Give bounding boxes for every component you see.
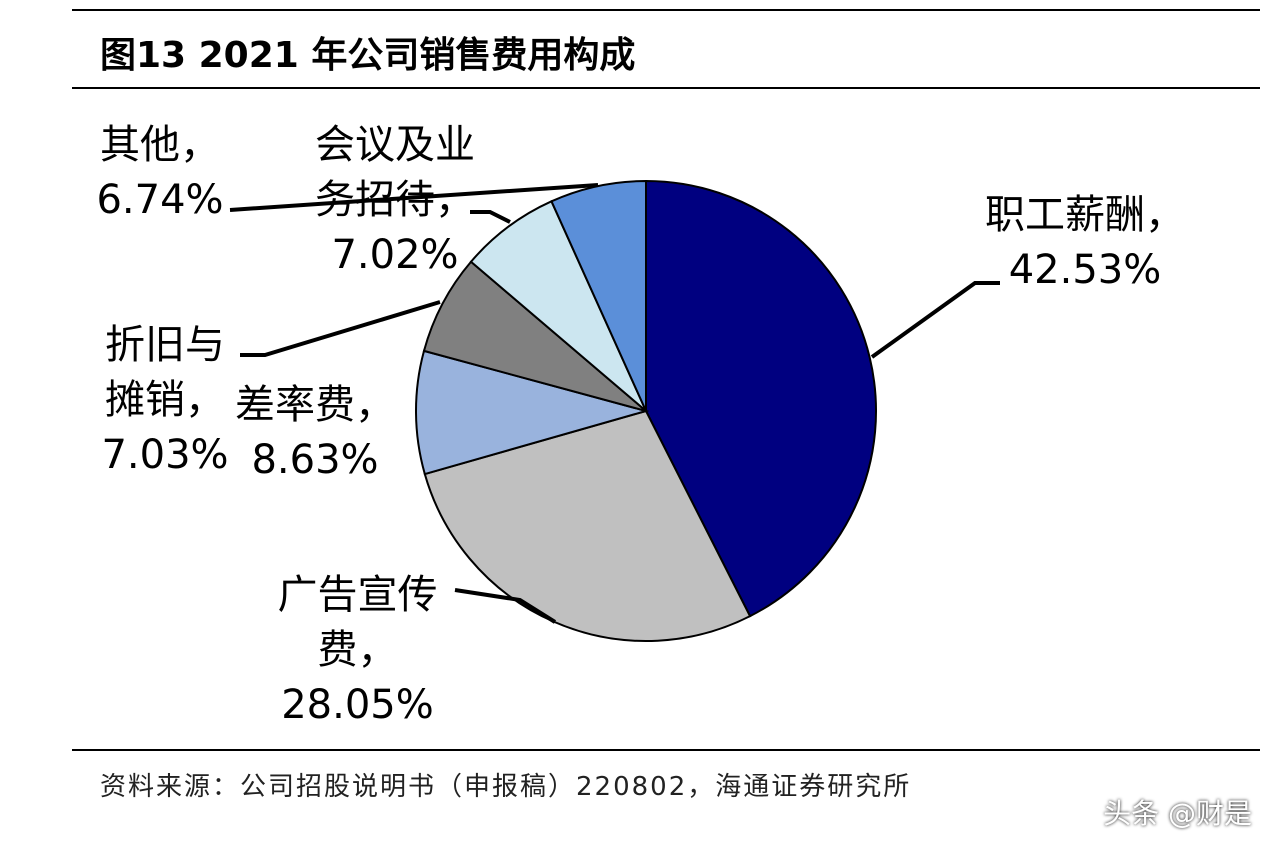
category-label: 广告宣传费， bbox=[277, 572, 438, 673]
value-label: 7.02% bbox=[331, 232, 459, 278]
value-label: 7.03% bbox=[101, 432, 229, 478]
category-label: 会议及业务招待， bbox=[315, 122, 475, 223]
category-label: 职工薪酬， bbox=[985, 192, 1185, 238]
source-note: 资料来源：公司招股说明书（申报稿）220802，海通证券研究所 bbox=[100, 772, 912, 802]
slice-label: 广告宣传费， 28.05% bbox=[265, 568, 450, 733]
pie-slice bbox=[422, 260, 647, 412]
pie-slice bbox=[469, 199, 647, 412]
slice-label: 差率费， 8.63% bbox=[225, 378, 405, 488]
leader-line bbox=[240, 300, 441, 357]
leaders bbox=[229, 183, 1000, 624]
watermark: 头条 @财是 bbox=[1103, 797, 1252, 830]
slice-label: 其他， 6.74% bbox=[70, 118, 250, 228]
pie-slice bbox=[415, 349, 650, 476]
leader-line bbox=[229, 183, 599, 212]
value-label: 6.74% bbox=[96, 177, 224, 223]
value-label: 28.05% bbox=[281, 682, 434, 728]
slice-label: 会议及业务招待， 7.02% bbox=[300, 118, 490, 283]
category-label: 差率费， bbox=[235, 382, 395, 428]
category-label: 其他， bbox=[100, 122, 220, 168]
slice-label: 折旧与摊销， 7.03% bbox=[90, 318, 240, 483]
value-label: 42.53% bbox=[1008, 247, 1162, 293]
leader-line bbox=[870, 281, 1000, 359]
chart-title: 图13 2021 年公司销售费用构成 bbox=[100, 35, 636, 76]
pie-slice bbox=[645, 179, 877, 618]
value-label: 8.63% bbox=[251, 437, 379, 483]
category-label: 折旧与摊销， bbox=[105, 322, 225, 423]
leader-line bbox=[470, 210, 511, 224]
slice-label: 职工薪酬， 42.53% bbox=[975, 188, 1195, 298]
leader-line bbox=[454, 588, 557, 624]
